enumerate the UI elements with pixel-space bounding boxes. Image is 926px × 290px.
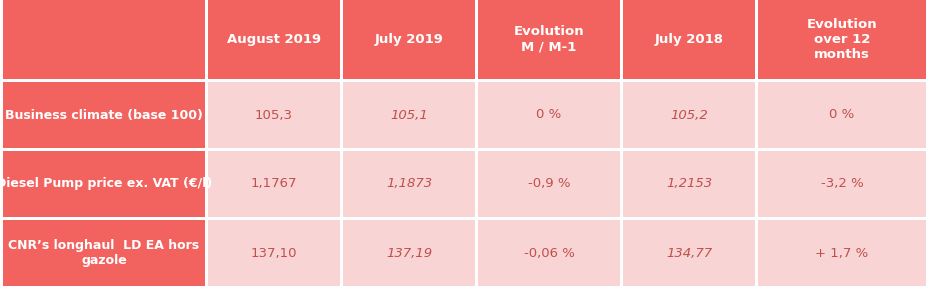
Text: Evolution
M / M-1: Evolution M / M-1 [514,25,584,54]
Text: -0,06 %: -0,06 % [523,246,574,260]
Text: -0,9 %: -0,9 % [528,177,570,191]
Text: 105,2: 105,2 [670,108,707,122]
Bar [478,151,620,217]
Bar [3,220,205,286]
Text: 0 %: 0 % [830,108,855,122]
Bar [208,82,340,148]
Bar [758,0,926,79]
Text: Business climate (base 100): Business climate (base 100) [5,108,203,122]
Bar [478,82,620,148]
Bar [3,0,205,79]
Text: Diesel Pump price ex. VAT (€/l): Diesel Pump price ex. VAT (€/l) [0,177,212,191]
Bar [0,289,926,290]
Bar [623,82,755,148]
Text: Evolution
over 12
months: Evolution over 12 months [807,17,877,61]
Text: 105,3: 105,3 [255,108,293,122]
Bar [208,220,340,286]
Text: August 2019: August 2019 [227,33,321,46]
Text: July 2018: July 2018 [655,33,723,46]
Bar [758,151,926,217]
Text: + 1,7 %: + 1,7 % [816,246,869,260]
Bar [208,151,340,217]
Bar [343,220,475,286]
Bar [3,82,205,148]
Bar [3,151,205,217]
Text: 1,2153: 1,2153 [666,177,712,191]
Text: 105,1: 105,1 [390,108,428,122]
Text: 1,1767: 1,1767 [251,177,297,191]
Text: -3,2 %: -3,2 % [820,177,863,191]
Bar [478,0,620,79]
Text: 137,10: 137,10 [251,246,297,260]
Bar [623,0,755,79]
Text: CNR’s longhaul  LD EA hors
gazole: CNR’s longhaul LD EA hors gazole [8,239,200,267]
Bar [758,220,926,286]
Text: 0 %: 0 % [536,108,562,122]
Bar [343,82,475,148]
Bar [208,0,340,79]
Text: July 2019: July 2019 [374,33,444,46]
Bar [758,82,926,148]
Text: 134,77: 134,77 [666,246,712,260]
Bar [343,151,475,217]
Bar [478,220,620,286]
Text: 137,19: 137,19 [386,246,432,260]
Bar [343,0,475,79]
Bar [623,220,755,286]
Bar [623,151,755,217]
Text: 1,1873: 1,1873 [386,177,432,191]
